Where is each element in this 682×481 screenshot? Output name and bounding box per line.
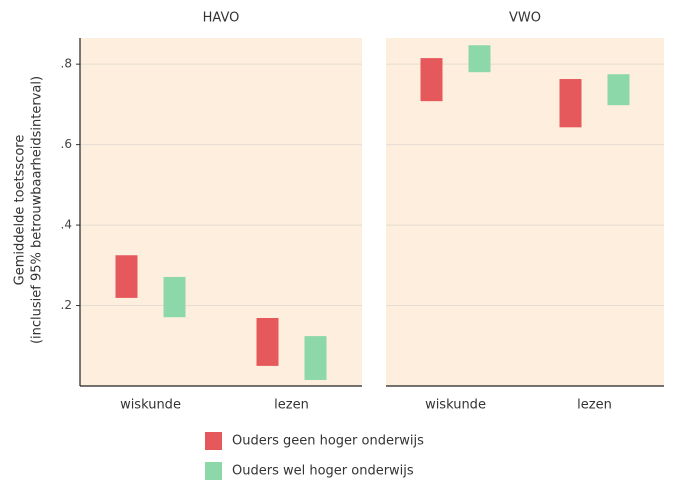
legend-label: Ouders geen hoger onderwijs [232,434,424,449]
x-tick-label: lezen [577,398,612,413]
range-bar [256,318,279,366]
x-tick-label: lezen [274,398,309,413]
y-axis-title-line: Gemiddelde toetsscore [13,135,28,286]
range-bar [304,336,327,380]
y-tick-label: .8 [61,57,72,71]
y-axis-title-line: (inclusief 95% betrouwbaarheidsinterval) [30,76,45,344]
y-tick-label: .2 [61,298,72,312]
range-bar [420,58,443,102]
panel-title: HAVO [203,11,240,26]
y-tick-label: .6 [61,137,72,151]
range-bar [607,74,630,106]
legend-swatch [205,432,222,450]
y-axis-title: Gemiddelde toetsscore (inclusief 95% bet… [13,76,45,344]
range-bar [163,276,186,318]
range-bar [115,255,138,298]
panel-title: VWO [509,11,541,26]
legend-swatch [205,462,222,480]
x-tick-label: wiskunde [120,398,181,413]
panel-background [80,38,362,386]
x-tick-label: wiskunde [425,398,486,413]
y-tick-label: .4 [61,218,72,232]
legend-label: Ouders wel hoger onderwijs [232,464,414,479]
range-bar [468,45,491,73]
range-bar [559,79,582,128]
